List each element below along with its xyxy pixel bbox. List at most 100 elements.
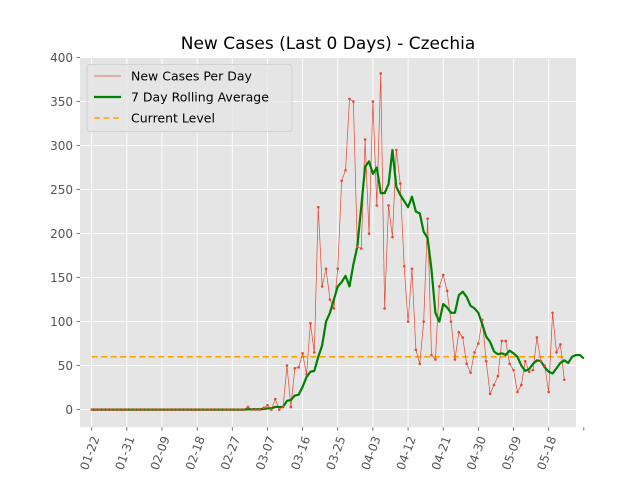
new-cases-point <box>305 373 308 376</box>
new-cases-point <box>145 408 148 411</box>
new-cases-point <box>309 322 312 325</box>
new-cases-point <box>313 351 316 354</box>
new-cases-point <box>156 408 160 411</box>
new-cases-point <box>531 368 535 372</box>
new-cases-point <box>168 408 172 411</box>
new-cases-point <box>238 408 242 411</box>
new-cases-point <box>535 336 539 339</box>
new-cases-point <box>543 364 547 367</box>
new-cases-point <box>199 408 203 411</box>
new-cases-point <box>98 408 101 411</box>
new-cases-point <box>207 408 211 411</box>
new-cases-point <box>324 267 328 271</box>
new-cases-point <box>262 406 265 410</box>
new-cases-point <box>188 408 191 411</box>
new-cases-point <box>129 408 133 411</box>
x-tick-label: 04-12 <box>394 434 419 472</box>
new-cases-point <box>484 359 488 363</box>
new-cases-point <box>133 408 136 411</box>
x-tick-label: 05-09 <box>499 434 524 472</box>
new-cases-point <box>301 351 304 355</box>
new-cases-point <box>539 359 543 363</box>
y-tick-label: 100 <box>50 315 73 329</box>
new-cases-point <box>500 339 504 343</box>
new-cases-point <box>336 267 340 271</box>
new-cases-point <box>359 247 363 250</box>
y-tick-label: 200 <box>50 227 73 241</box>
new-cases-point <box>555 351 558 354</box>
new-cases-point <box>227 408 230 411</box>
x-tick-label: 04-03 <box>359 434 384 472</box>
new-cases-point <box>231 408 234 411</box>
new-cases-point <box>461 336 465 339</box>
new-cases-point <box>352 100 355 103</box>
new-cases-point <box>285 364 289 367</box>
new-cases-point <box>410 267 414 271</box>
new-cases-point <box>215 408 218 411</box>
new-cases-point <box>125 408 129 411</box>
new-cases-point <box>367 232 371 235</box>
new-cases-point <box>441 273 445 277</box>
new-cases-point <box>121 408 125 411</box>
new-cases-point <box>422 320 425 323</box>
new-cases-point <box>141 408 144 411</box>
new-cases-point <box>383 307 386 310</box>
new-cases-point <box>375 204 379 207</box>
new-cases-point <box>426 217 429 220</box>
legend-current-level-label: Current Level <box>131 111 215 126</box>
new-cases-point <box>547 390 550 394</box>
new-cases-point <box>234 408 238 411</box>
new-cases-point <box>516 390 519 394</box>
new-cases-point <box>242 408 246 411</box>
new-cases-point <box>176 408 179 411</box>
new-cases-point <box>473 351 476 354</box>
new-cases-point <box>430 353 433 357</box>
new-cases-point <box>434 358 437 361</box>
legend-new-cases-label: New Cases Per Day <box>131 69 252 84</box>
legend: New Cases Per Day 7 Day Rolling Average Cu… <box>86 64 293 132</box>
y-tick-label: 400 <box>50 51 73 65</box>
new-cases-point <box>355 245 359 249</box>
new-cases-point <box>480 318 484 322</box>
new-cases-point <box>371 100 375 103</box>
new-cases-point <box>414 348 418 352</box>
new-cases-point <box>203 408 207 411</box>
new-cases-point <box>316 205 320 209</box>
new-cases-point <box>520 383 523 387</box>
new-cases-point <box>457 330 461 334</box>
new-cases-point <box>273 397 277 401</box>
new-cases-point <box>328 298 332 301</box>
y-tick-label: 150 <box>50 271 73 285</box>
new-cases-point <box>363 138 367 141</box>
new-cases-point <box>523 359 527 363</box>
new-cases-point <box>254 408 258 411</box>
new-cases-point <box>195 408 199 411</box>
chart-title: New Cases (Last 0 Days) - Czechia <box>181 34 476 54</box>
y-tick-label: 350 <box>50 95 73 109</box>
new-cases-point <box>180 408 183 411</box>
new-cases-point <box>191 408 195 411</box>
new-cases-point <box>277 408 281 411</box>
new-cases-point <box>449 320 453 323</box>
x-tick-label: 02-27 <box>218 434 243 472</box>
new-cases-point <box>172 408 176 411</box>
new-cases-point <box>559 343 562 346</box>
new-cases-point <box>102 408 105 411</box>
new-cases-point <box>465 362 468 366</box>
new-cases-point <box>398 182 402 185</box>
new-cases-point <box>137 408 140 411</box>
x-tick-label: 03-16 <box>288 434 313 472</box>
legend-rolling-average-label: 7 Day Rolling Average <box>131 90 269 105</box>
y-tick-label: 300 <box>50 139 73 153</box>
new-cases-point <box>445 289 449 293</box>
new-cases-point <box>246 405 250 409</box>
new-cases-point <box>90 408 94 411</box>
new-cases-point <box>453 358 457 361</box>
x-tick-label: 04-21 <box>429 434 454 472</box>
x-tick-label: 02-18 <box>183 434 208 472</box>
legend-box <box>86 64 293 132</box>
x-tick-label: 04-30 <box>464 434 489 472</box>
new-cases-point <box>348 97 351 101</box>
new-cases-point <box>117 408 121 411</box>
